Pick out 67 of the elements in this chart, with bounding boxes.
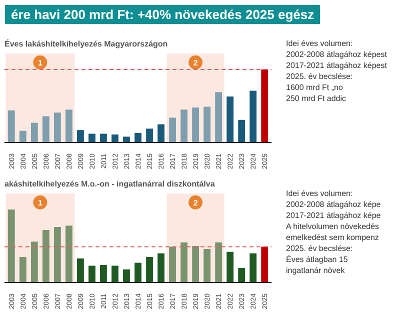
text: 2025. év becslése: — [286, 244, 354, 253]
text: A hitelvolumen növekedés — [286, 222, 380, 231]
text: Idei éves volumen: — [286, 39, 354, 48]
bar — [19, 256, 26, 282]
bar — [180, 110, 188, 142]
bar — [54, 112, 61, 142]
band-label: 1 — [38, 198, 43, 208]
bar — [238, 268, 246, 282]
bar — [238, 120, 246, 142]
bar — [100, 264, 107, 282]
bar — [8, 110, 15, 142]
bar — [30, 122, 38, 142]
text: Idei éves volumen: — [286, 189, 354, 198]
bar — [261, 70, 268, 142]
bar — [30, 242, 38, 282]
bar — [250, 253, 257, 282]
bar — [88, 134, 96, 142]
bar — [204, 248, 211, 282]
bar — [158, 124, 164, 142]
bar — [226, 96, 234, 142]
text: 1600 mrd Ft „no — [286, 83, 344, 92]
bar — [192, 246, 199, 282]
bar — [54, 227, 61, 282]
text: 2017-2021 átlagához képest — [286, 61, 387, 70]
text: ingatlanár növek — [286, 266, 346, 275]
bar — [77, 258, 84, 282]
bar — [112, 266, 118, 282]
band-label: 2 — [193, 198, 198, 208]
bar — [226, 252, 234, 282]
bar — [123, 136, 130, 142]
text: 250 mrd Ft addic — [286, 94, 348, 103]
bar — [261, 246, 268, 282]
bar — [169, 118, 176, 142]
bar — [42, 116, 50, 142]
bar — [65, 226, 72, 282]
bar — [42, 230, 50, 282]
bar — [123, 269, 130, 282]
bar — [169, 246, 176, 282]
bar — [146, 128, 153, 142]
bar — [77, 130, 84, 142]
bar — [112, 134, 118, 142]
bar — [65, 110, 72, 142]
bar — [215, 92, 222, 142]
bar — [134, 133, 142, 142]
bar — [88, 266, 96, 282]
chart-title: akáshitelkihelyezés M.o.-on - ingatlanárral diszkontálva — [4, 180, 216, 188]
band-label: 1 — [38, 58, 43, 68]
bar — [19, 130, 26, 142]
bar — [204, 106, 211, 142]
bar — [134, 262, 142, 282]
text: 2017-2021 átlagához képe — [286, 211, 381, 220]
bar — [8, 210, 15, 282]
text: Éves átlagban 15 — [286, 255, 349, 264]
bar — [146, 256, 153, 282]
chart-title: Éves lakáshitelkihelyezés Magyarországon — [4, 38, 168, 48]
text: ére havi 200 mrd Ft: +40% növekedés 2025 egész — [5, 5, 320, 24]
text: 2002-2008 átlagához képe — [286, 200, 381, 209]
text: emelkedést sem kompenz — [286, 233, 380, 242]
bar — [158, 253, 164, 282]
text: 2025. év becslése: — [286, 72, 354, 81]
text: 2002-2008 átlagához képest — [286, 50, 387, 59]
bar — [180, 242, 188, 282]
bar — [215, 242, 222, 282]
band-label: 2 — [193, 58, 198, 68]
bar — [192, 107, 199, 142]
bar — [100, 134, 107, 142]
bar — [250, 90, 257, 142]
